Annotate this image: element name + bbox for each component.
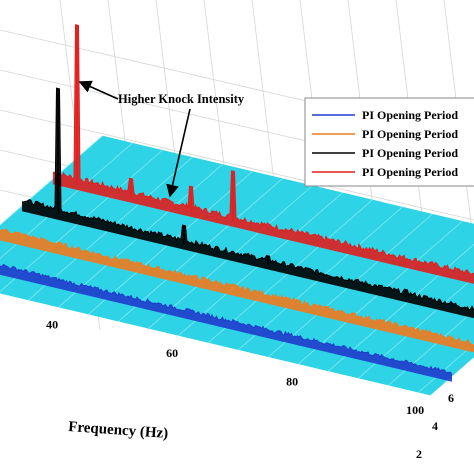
series-line <box>0 228 474 346</box>
series-2 <box>0 228 474 353</box>
axis-ticks: 40 60 80 100 246 <box>46 318 454 461</box>
annotation-arrow-right <box>166 108 191 198</box>
series-fill <box>0 228 474 353</box>
legend: PI Opening Period PI Opening Period PI Ope… <box>304 97 474 187</box>
series-1 <box>0 263 453 382</box>
z-tick-label: 2 <box>416 447 422 461</box>
series-fill <box>53 24 474 284</box>
series-fill <box>0 264 452 382</box>
x-tick-label: 60 <box>166 346 178 360</box>
series-layer <box>0 24 474 382</box>
annotation-text: Higher Knock Intensity <box>118 92 245 106</box>
series-3 <box>21 87 474 319</box>
z-tick-label: 6 <box>448 391 454 405</box>
series-4 <box>52 24 474 284</box>
annotation-arrow-left <box>78 80 119 100</box>
series-line <box>0 263 453 375</box>
floor-plane <box>0 135 474 396</box>
annotation-group: Higher Knock Intensity <box>78 80 245 198</box>
chart-floor <box>0 135 474 396</box>
legend-label: PI Opening Period <box>362 146 458 160</box>
legend-label: PI Opening Period <box>362 108 458 122</box>
z-tick-label: 4 <box>432 419 438 433</box>
legend-label: PI Opening Period <box>362 165 458 179</box>
x-axis-label: Frequency (Hz) <box>68 419 169 442</box>
x-tick-label: 80 <box>286 375 298 389</box>
x-tick-label: 100 <box>406 403 424 417</box>
legend-label: PI Opening Period <box>362 127 458 141</box>
x-tick-label: 40 <box>46 318 58 332</box>
series-line <box>52 24 474 275</box>
